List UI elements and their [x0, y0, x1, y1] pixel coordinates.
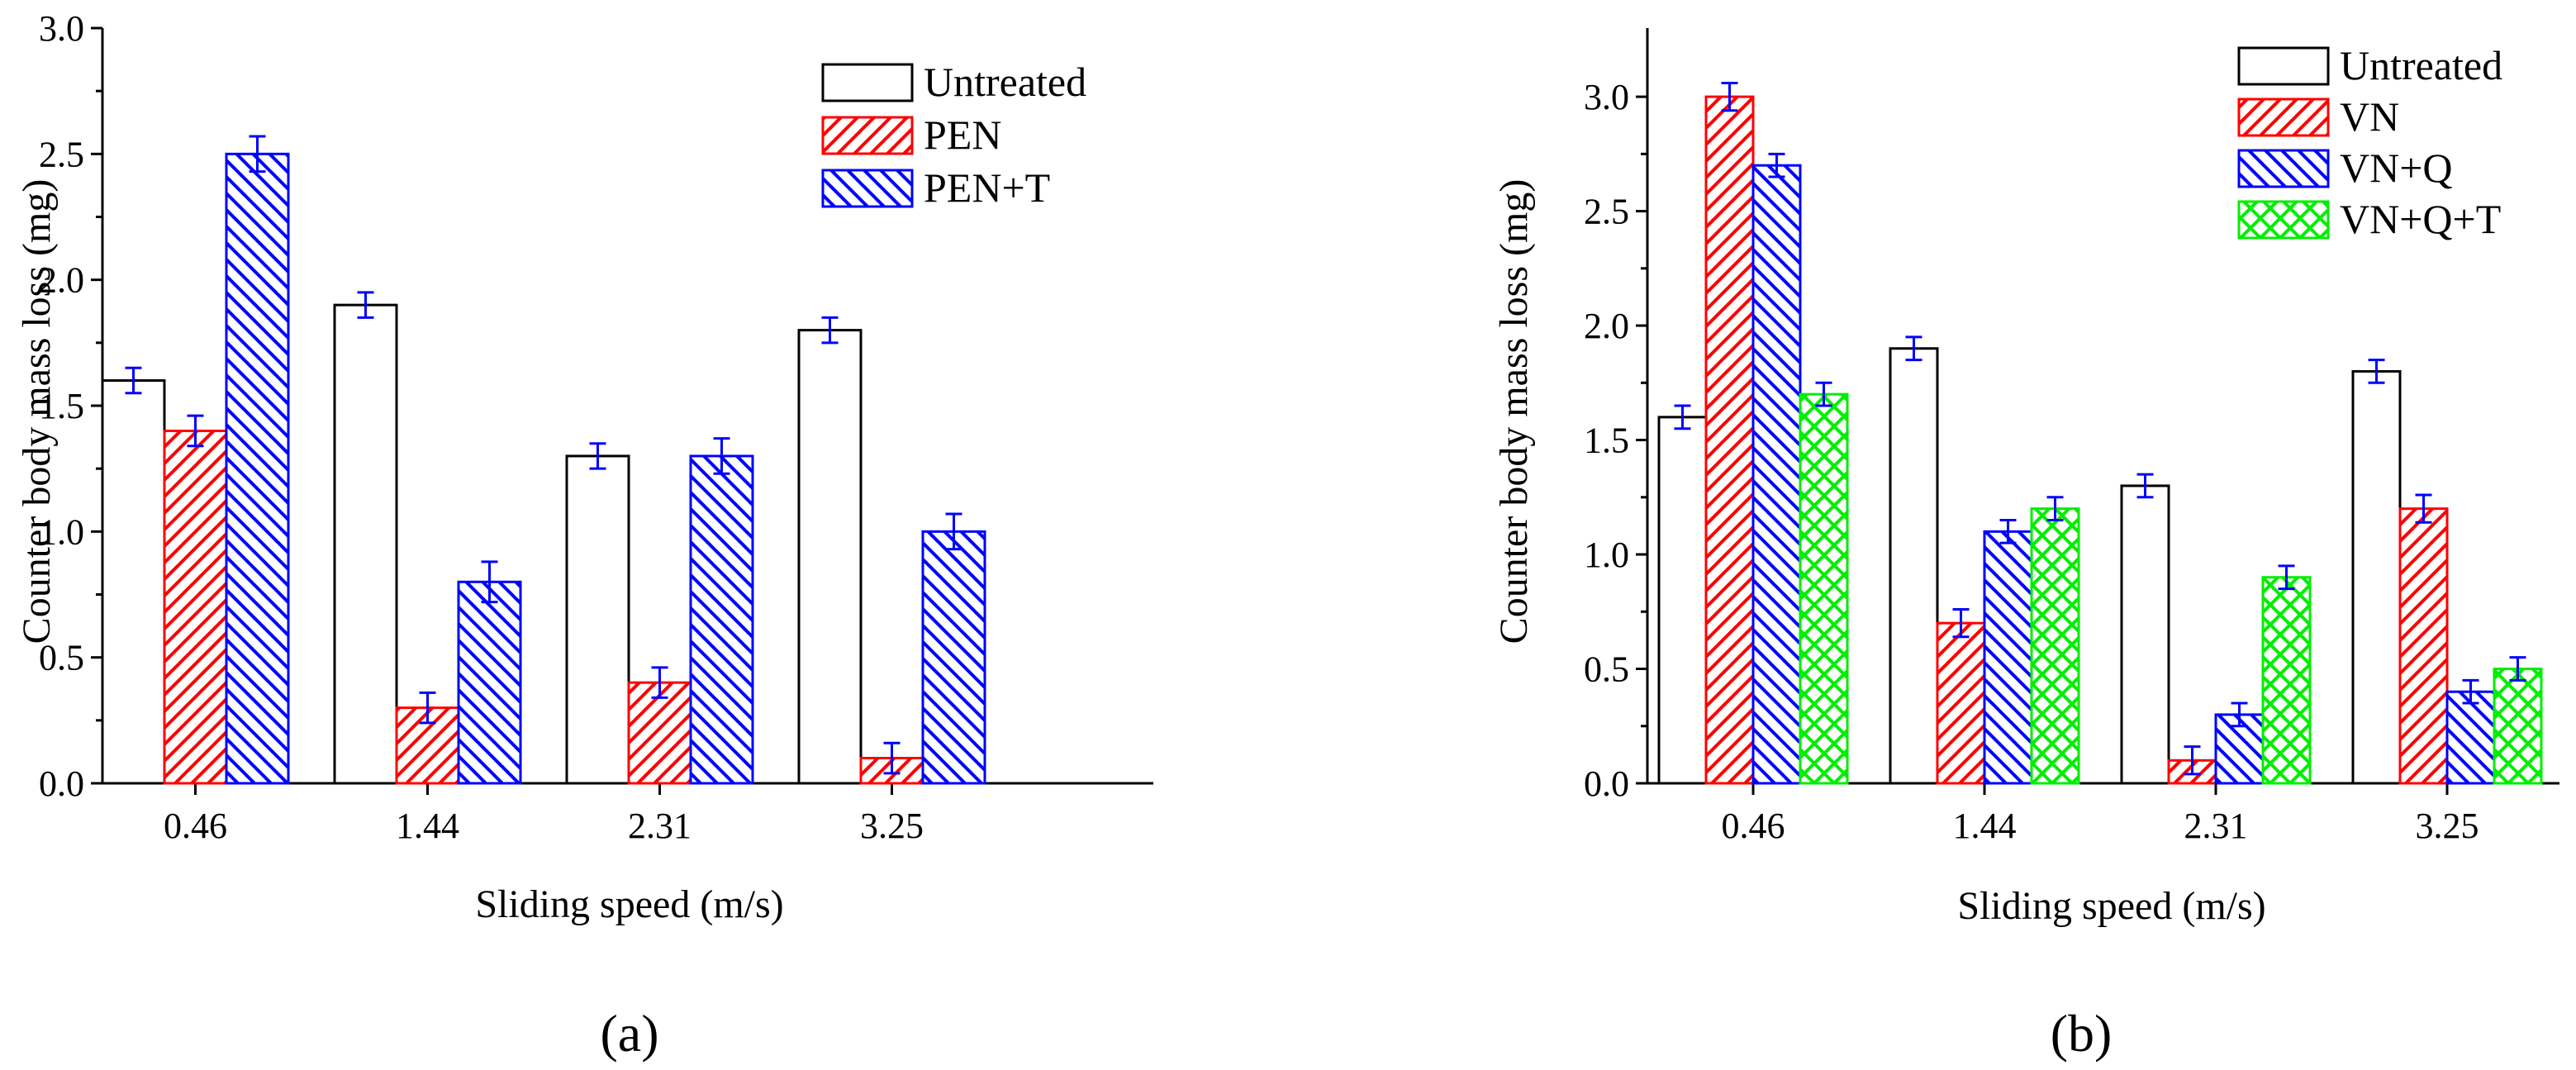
x-axis-title-b: Sliding speed (m/s): [1957, 884, 2265, 928]
y-tick-label: 1.0: [39, 511, 84, 552]
y-tick-label: 3.0: [39, 8, 84, 49]
legend-swatch: [821, 169, 914, 208]
y-tick-label: 0.5: [1584, 649, 1629, 690]
y-tick-label: 2.5: [39, 134, 84, 174]
bar-vn-q: [1751, 164, 1802, 785]
x-tick-label: 1.44: [1953, 806, 2017, 846]
legend-swatch: [2237, 200, 2330, 240]
y-tick-label: 1.5: [1584, 421, 1629, 461]
legend-swatch: [2237, 46, 2330, 86]
chart-panel-a: Counter body mass loss (mg) Sliding spee…: [15, 8, 1153, 1063]
legend-swatch: [2237, 149, 2330, 188]
x-tick-label: 3.25: [2416, 806, 2479, 846]
bar-untreated: [1657, 416, 1708, 785]
bar-pen: [627, 681, 692, 785]
bar-untreated: [101, 379, 166, 785]
bar-untreated: [2351, 369, 2402, 785]
bar-vn-q: [1983, 530, 2033, 785]
bar-untreated: [797, 329, 863, 785]
x-tick-label: 1.44: [396, 806, 459, 846]
y-tick-label: 1.5: [39, 386, 84, 426]
x-tick-label: 0.46: [1722, 806, 1785, 846]
bar-vn: [2398, 507, 2449, 785]
bar-vn: [1936, 621, 1986, 785]
bar-untreated: [333, 303, 398, 785]
legend-swatch: [821, 63, 914, 102]
y-axis-title-b: Counter body mass loss (mg): [1492, 179, 1536, 644]
bar-vn-q-t: [2030, 507, 2080, 785]
bar-pen-t: [689, 454, 754, 785]
y-tick-label: 0.0: [39, 763, 84, 804]
bar-untreated: [2120, 484, 2170, 785]
panel-label-a: (a): [600, 1004, 658, 1063]
legend-label: VN: [2340, 93, 2399, 140]
y-tick-label: 1.0: [1584, 535, 1629, 575]
legend-label: VN+Q: [2340, 145, 2453, 191]
bar-untreated: [565, 454, 630, 785]
y-tick-label: 0.5: [39, 638, 84, 678]
x-tick-label: 3.25: [860, 806, 924, 846]
y-tick-label: 0.0: [1584, 763, 1629, 804]
bar-vn: [1704, 95, 1755, 785]
x-tick-label: 2.31: [2184, 806, 2248, 846]
legend-label: PEN+T: [924, 164, 1050, 211]
legend-swatch: [821, 116, 914, 155]
bar-pen-t: [921, 530, 986, 785]
legend-swatch: [2237, 97, 2330, 137]
legend-label: VN+Q+T: [2340, 196, 2501, 242]
bar-pen: [163, 429, 228, 785]
panel-label-b: (b): [2051, 1004, 2113, 1063]
y-tick-label: 2.0: [1584, 306, 1629, 346]
bar-pen-t: [225, 152, 290, 785]
legend-label: Untreated: [2340, 42, 2502, 88]
bar-vn-q-t: [1799, 392, 1849, 785]
bar-pen-t: [457, 580, 522, 785]
bar-vn-q-t: [2261, 576, 2312, 785]
legend-label: Untreated: [924, 59, 1086, 105]
y-tick-label: 2.0: [39, 260, 84, 301]
chart-panel-b: Counter body mass loss (mg) Sliding spee…: [1492, 28, 2559, 1063]
x-tick-label: 2.31: [628, 806, 692, 846]
bar-untreated: [1889, 347, 1939, 785]
x-axis-title-a: Sliding speed (m/s): [475, 882, 783, 926]
y-tick-label: 3.0: [1584, 77, 1629, 117]
bar-vn-q-t: [2493, 668, 2543, 785]
y-axis-title-a: Counter body mass loss (mg): [15, 179, 59, 644]
legend-label: PEN: [924, 112, 1001, 158]
y-tick-label: 2.5: [1584, 192, 1629, 232]
x-tick-label: 0.46: [164, 806, 227, 846]
bar-vn-q: [2445, 690, 2496, 785]
